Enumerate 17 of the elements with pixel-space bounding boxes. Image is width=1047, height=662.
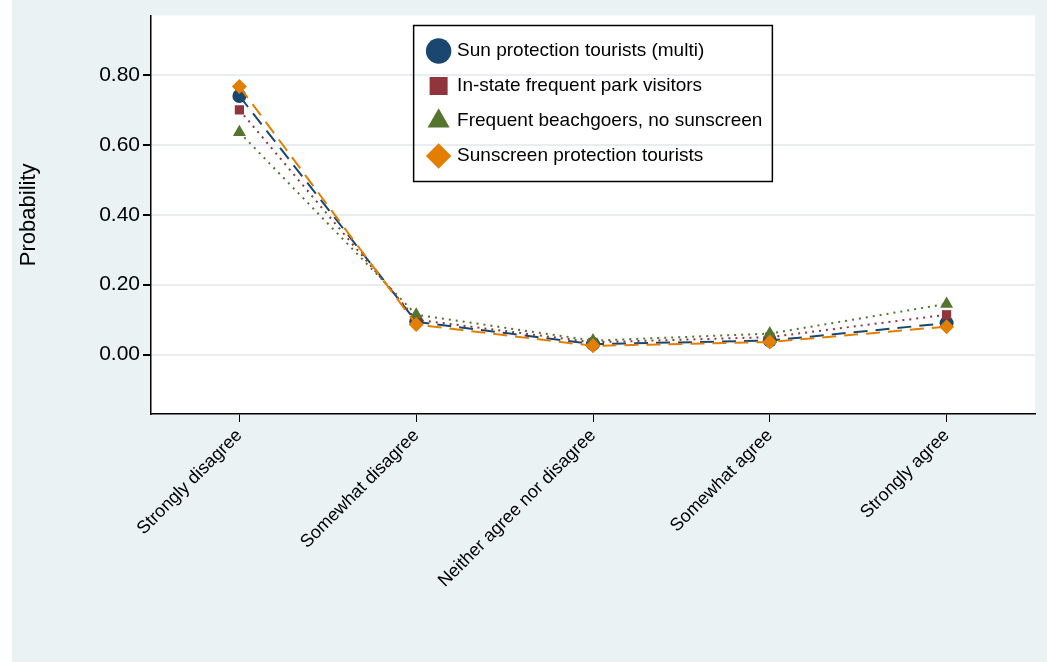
point bbox=[939, 319, 955, 335]
y-tick-label: 0.00 bbox=[99, 341, 140, 365]
y-tick-label: 0.80 bbox=[99, 61, 140, 85]
point bbox=[234, 105, 244, 115]
y-tick-label: 0.40 bbox=[99, 201, 140, 225]
legend-label: Sunscreen protection tourists bbox=[457, 144, 704, 166]
y-tick-label: 0.20 bbox=[99, 271, 140, 295]
legend-label: In-state frequent park visitors bbox=[457, 74, 703, 96]
point bbox=[232, 124, 246, 137]
y-axis-title: Probability bbox=[15, 163, 41, 267]
point bbox=[408, 317, 424, 333]
point bbox=[231, 79, 247, 95]
legend-label: Sun protection tourists (multi) bbox=[457, 39, 705, 61]
point bbox=[940, 296, 954, 308]
point bbox=[942, 310, 952, 320]
y-tick-label: 0.60 bbox=[99, 131, 140, 155]
legend-label: Frequent beachgoers, no sunscreen bbox=[457, 109, 763, 131]
